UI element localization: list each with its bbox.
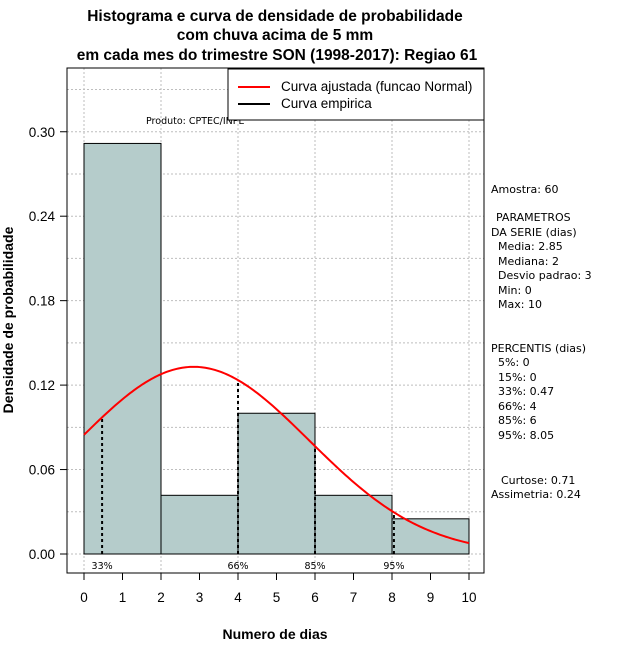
- x-tick-label: 6: [311, 590, 319, 605]
- y-tick-label: 0.06: [29, 463, 55, 478]
- y-tick-label: 0.18: [29, 294, 55, 309]
- percentile-label: 66%: [227, 561, 248, 572]
- legend-label-normal: Curva ajustada (funcao Normal): [281, 79, 472, 94]
- x-tick-label: 0: [80, 590, 88, 605]
- y-tick-label: 0.24: [29, 209, 56, 224]
- stats-panel: Amostra: 60 PARAMETROS DA SERIE (dias) M…: [491, 183, 592, 501]
- histogram-bars: [83, 142, 470, 555]
- x-axis-label: Numero de dias: [222, 626, 327, 642]
- x-tick-label: 7: [350, 590, 358, 605]
- x-tick-label: 1: [119, 590, 127, 605]
- x-tick-label: 8: [388, 590, 396, 605]
- histogram-bar: [160, 494, 239, 555]
- x-tick-label: 4: [234, 590, 242, 605]
- y-tick-label: 0.12: [29, 378, 55, 393]
- stat-p85: 85%: 6: [498, 414, 537, 427]
- x-tick-label: 5: [273, 590, 281, 605]
- x-tick-label: 9: [427, 590, 435, 605]
- stat-p33: 33%: 0.47: [498, 385, 554, 398]
- normal-curve-line: [83, 365, 470, 545]
- percentile-label: 85%: [304, 561, 325, 572]
- stat-desvio: Desvio padrao: 3: [498, 269, 592, 282]
- x-tick-label: 3: [196, 590, 204, 605]
- stat-params-header-1: PARAMETROS: [496, 211, 571, 224]
- stat-media: Media: 2.85: [498, 240, 563, 253]
- stat-max: Max: 10: [498, 298, 542, 311]
- y-tick-label: 0.00: [29, 547, 55, 562]
- x-axis: 0 1 2 3 4 5 6 7 8 9 10: [80, 572, 477, 605]
- chart-title-line-2: com chuva acima de 5 mm: [177, 27, 373, 44]
- x-tick-label: 10: [461, 590, 476, 605]
- stat-mediana: Mediana: 2: [498, 255, 559, 268]
- stat-p15: 15%: 0: [498, 371, 537, 384]
- histogram-bar: [237, 412, 316, 555]
- legend-box: [227, 68, 485, 121]
- product-label: Produto: CPTEC/INPE: [146, 116, 245, 127]
- histogram-bar: [83, 142, 162, 555]
- percentile-label: 95%: [383, 561, 404, 572]
- stat-curtose: Curtose: 0.71: [501, 474, 575, 487]
- stat-min: Min: 0: [498, 284, 532, 297]
- normal-curve: [83, 365, 470, 545]
- percentile-markers: 33% 66% 85% 95%: [92, 380, 404, 572]
- legend-label-empirical: Curva empirica: [281, 96, 372, 111]
- percentile-label: 33%: [92, 561, 113, 572]
- chart-title-line-1: Histograma e curva de densidade de proba…: [87, 8, 463, 25]
- stat-p95: 95%: 8.05: [498, 429, 554, 442]
- legend: Curva ajustada (funcao Normal) Curva emp…: [227, 68, 485, 121]
- x-tick-label: 2: [157, 590, 165, 605]
- stat-perc-header: PERCENTIS (dias): [491, 342, 586, 355]
- stat-assimetria: Assimetria: 0.24: [491, 488, 581, 501]
- y-tick-label: 0.30: [29, 125, 55, 140]
- stat-params-header-2: DA SERIE (dias): [491, 226, 577, 239]
- stat-p5: 5%: 0: [498, 356, 530, 369]
- chart-title-line-3: em cada mes do trimestre SON (1998-2017)…: [77, 47, 478, 64]
- histogram-bar: [391, 518, 470, 555]
- y-axis: 0.00 0.06 0.12 0.18 0.24 0.30: [29, 125, 68, 562]
- stat-sample: Amostra: 60: [491, 183, 558, 196]
- stat-p66: 66%: 4: [498, 400, 537, 413]
- y-axis-label: Densidade de probabilidade: [0, 226, 16, 413]
